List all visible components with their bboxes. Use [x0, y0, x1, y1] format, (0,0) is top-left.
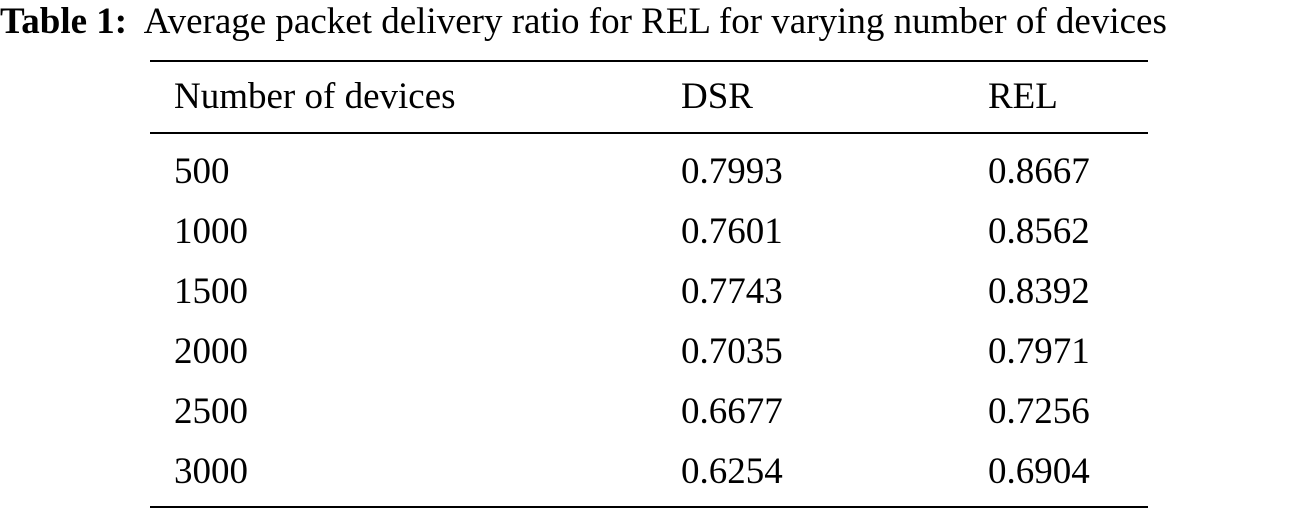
caption-label: Table 1: [0, 1, 128, 42]
cell-rel: 0.6904 [988, 450, 1090, 492]
cell-rel: 0.8392 [988, 270, 1090, 312]
data-table: Number of devices DSR REL 500 0.7993 0.8… [150, 60, 1148, 508]
cell-devices: 2500 [174, 390, 248, 432]
table-row: 2500 0.6677 0.7256 [150, 382, 1148, 442]
cell-rel: 0.7971 [988, 330, 1090, 372]
cell-devices: 500 [174, 150, 230, 192]
top-rule [150, 60, 1148, 62]
table-row: 1000 0.7601 0.8562 [150, 202, 1148, 262]
cell-rel: 0.8562 [988, 210, 1090, 252]
cell-devices: 1500 [174, 270, 248, 312]
table-caption: Table 1: Average packet delivery ratio f… [0, 2, 1305, 42]
bottom-rule [150, 505, 1148, 508]
table-row: 500 0.7993 0.8667 [150, 142, 1148, 202]
cell-dsr: 0.6254 [681, 450, 783, 492]
cell-rel: 0.8667 [988, 150, 1090, 192]
header-dsr: DSR [681, 76, 753, 117]
cell-dsr: 0.7743 [681, 270, 783, 312]
cell-dsr: 0.7035 [681, 330, 783, 372]
table-body: 500 0.7993 0.8667 1000 0.7601 0.8562 150… [150, 134, 1148, 506]
cell-dsr: 0.6677 [681, 390, 783, 432]
cell-dsr: 0.7601 [681, 210, 783, 252]
header-rule [150, 132, 1148, 134]
cell-devices: 3000 [174, 450, 248, 492]
header-rel: REL [988, 76, 1058, 117]
caption-text: Average packet delivery ratio for REL fo… [143, 1, 1167, 42]
cell-dsr: 0.7993 [681, 150, 783, 192]
table-row: 3000 0.6254 0.6904 [150, 442, 1148, 502]
cell-devices: 1000 [174, 210, 248, 252]
header-number-of-devices: Number of devices [174, 76, 456, 117]
header-row: Number of devices DSR REL [150, 62, 1148, 132]
cell-rel: 0.7256 [988, 390, 1090, 432]
cell-devices: 2000 [174, 330, 248, 372]
table-row: 2000 0.7035 0.7971 [150, 322, 1148, 382]
table-row: 1500 0.7743 0.8392 [150, 262, 1148, 322]
